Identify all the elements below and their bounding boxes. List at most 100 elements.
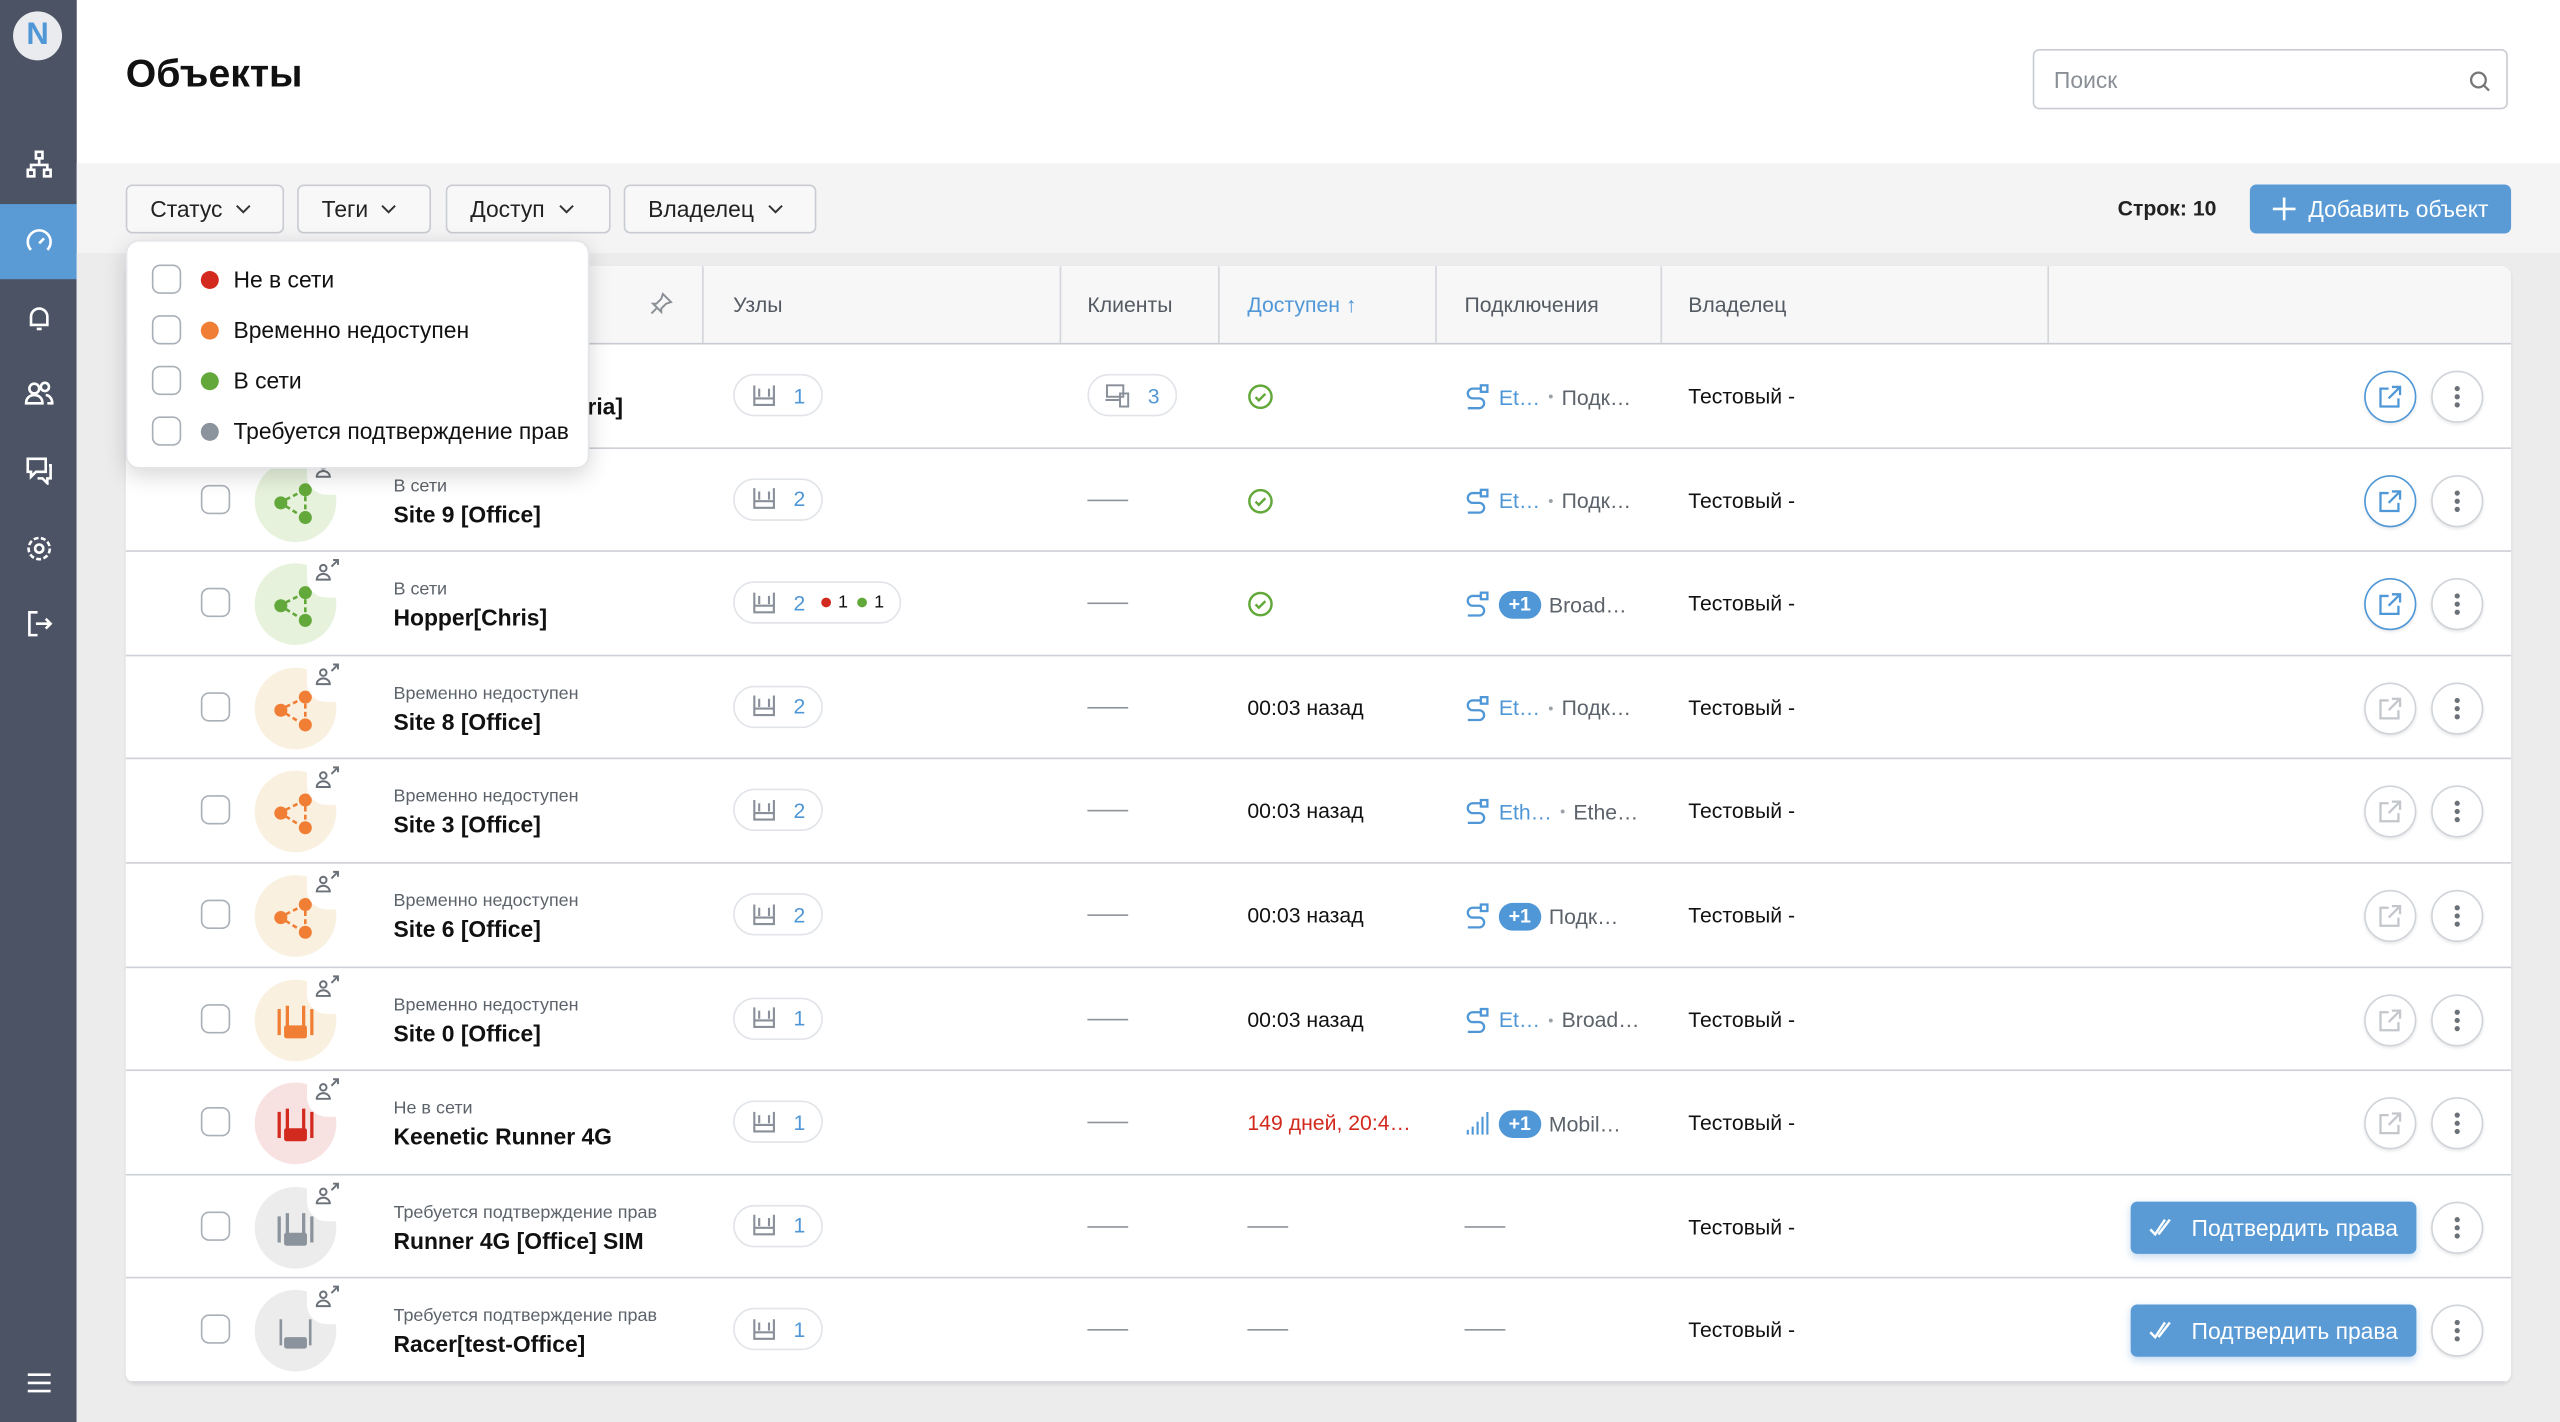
object-name[interactable]: Hopper[Chris] bbox=[393, 604, 548, 631]
connections-cell[interactable]: Eth… • Ethe… bbox=[1465, 796, 1638, 829]
row-checkbox[interactable] bbox=[200, 1211, 231, 1241]
more-actions-button[interactable] bbox=[2431, 889, 2484, 943]
table-row[interactable]: Временно недоступен Site 0 [Office] 1 00:03… bbox=[125, 968, 2512, 1072]
connections-cell[interactable]: Et… • Подк… bbox=[1465, 380, 1631, 413]
status-option[interactable]: Не в сети bbox=[151, 263, 334, 296]
connections-cell[interactable]: Et… • Подк… bbox=[1465, 484, 1631, 517]
status-option[interactable]: Требуется подтверждение прав bbox=[151, 415, 569, 448]
open-object-button[interactable] bbox=[2364, 889, 2417, 943]
table-row[interactable]: Не в сети Keenetic Runner 4G 1 149 дней, 20… bbox=[125, 1071, 2512, 1176]
checkbox[interactable] bbox=[151, 416, 182, 446]
table-row[interactable]: Требуется подтверждение прав Runner 4G [O… bbox=[125, 1175, 2512, 1280]
search-icon[interactable] bbox=[2469, 70, 2492, 93]
more-actions-button[interactable] bbox=[2431, 1097, 2484, 1150]
connections-cell[interactable]: +1 Mobil… bbox=[1465, 1107, 1621, 1140]
row-checkbox[interactable] bbox=[200, 484, 231, 514]
nodes-badge[interactable]: 2 bbox=[733, 789, 824, 832]
object-name[interactable]: Site 3 [Office] bbox=[393, 812, 541, 839]
logo[interactable]: N bbox=[13, 11, 63, 61]
more-actions-button[interactable] bbox=[2431, 578, 2484, 631]
more-actions-button[interactable] bbox=[2431, 785, 2484, 839]
row-checkbox[interactable] bbox=[200, 795, 231, 826]
more-actions-button[interactable] bbox=[2431, 1305, 2484, 1358]
object-name[interactable]: Site 8 [Office] bbox=[393, 708, 541, 735]
more-actions-button[interactable] bbox=[2431, 993, 2484, 1046]
nodes-badge[interactable]: 1 bbox=[733, 996, 824, 1040]
open-object-button[interactable] bbox=[2364, 578, 2417, 631]
connections-cell[interactable]: Et… • Подк… bbox=[1465, 692, 1631, 725]
confirm-rights-button[interactable]: Подтвердить права bbox=[2130, 1305, 2417, 1358]
nodes-badge[interactable]: 1 bbox=[733, 1204, 824, 1248]
row-checkbox[interactable] bbox=[200, 1003, 231, 1033]
sidebar-item-notifications[interactable] bbox=[0, 281, 77, 356]
status-option[interactable]: В сети bbox=[151, 364, 302, 397]
more-actions-button[interactable] bbox=[2431, 1201, 2484, 1254]
open-object-button[interactable] bbox=[2364, 785, 2417, 839]
more-actions-button[interactable] bbox=[2431, 682, 2484, 735]
pin-icon[interactable] bbox=[650, 292, 673, 315]
row-checkbox[interactable] bbox=[200, 899, 231, 930]
open-object-button[interactable] bbox=[2364, 474, 2417, 527]
object-name[interactable]: Runner 4G [Office] SIM bbox=[393, 1227, 644, 1254]
nodes-badge[interactable]: 1 bbox=[733, 1308, 824, 1351]
row-checkbox[interactable] bbox=[200, 691, 231, 722]
sidebar-menu-button[interactable] bbox=[0, 1345, 77, 1420]
empty-dash bbox=[1247, 1225, 1289, 1228]
column-available[interactable]: Доступен ↑ bbox=[1247, 266, 1356, 343]
open-object-button[interactable] bbox=[2364, 993, 2417, 1046]
checkbox[interactable] bbox=[151, 264, 182, 294]
column-connections[interactable]: Подключения bbox=[1464, 292, 1599, 317]
nodes-badge[interactable]: 1 bbox=[733, 1100, 824, 1144]
object-name[interactable]: Site 6 [Office] bbox=[393, 915, 541, 943]
confirm-rights-button[interactable]: Подтвердить права bbox=[2130, 1201, 2417, 1254]
nodes-badge[interactable]: 1 bbox=[733, 373, 824, 417]
more-actions-button[interactable] bbox=[2431, 370, 2484, 423]
object-name[interactable]: Site 9 [Office] bbox=[393, 500, 541, 527]
checkbox[interactable] bbox=[151, 365, 182, 396]
more-actions-button[interactable] bbox=[2431, 474, 2484, 527]
object-name[interactable]: Keenetic Runner 4G bbox=[393, 1123, 612, 1150]
connections-cell[interactable]: +1 Подк… bbox=[1465, 900, 1618, 933]
row-checkbox[interactable] bbox=[200, 1314, 231, 1345]
add-object-button[interactable]: Добавить объект bbox=[2249, 184, 2512, 234]
table-row[interactable]: В сети Hopper[Chris] 2 1 1 +1 Broad… Тестовый - bbox=[125, 552, 2512, 657]
table-row[interactable]: Требуется подтверждение прав Racer[test-O… bbox=[125, 1279, 2512, 1383]
column-owner[interactable]: Владелец bbox=[1688, 292, 1787, 317]
connections-cell[interactable]: Et… • Broad… bbox=[1465, 1003, 1639, 1036]
search-input[interactable] bbox=[2050, 65, 2450, 95]
open-object-button[interactable] bbox=[2364, 682, 2417, 735]
clients-badge[interactable]: 3 bbox=[1087, 373, 1178, 417]
sidebar-item-network[interactable] bbox=[0, 127, 77, 202]
nodes-badge[interactable]: 2 bbox=[733, 893, 824, 936]
user-access-icon bbox=[315, 1078, 339, 1101]
confirm-rights-label: Подтвердить права bbox=[2191, 1214, 2399, 1241]
column-nodes[interactable]: Узлы bbox=[733, 292, 783, 317]
sidebar-item-settings[interactable] bbox=[0, 511, 77, 586]
column-clients[interactable]: Клиенты bbox=[1087, 292, 1173, 317]
object-name[interactable]: Racer[test-Office] bbox=[393, 1331, 586, 1358]
nodes-badge[interactable]: 2 bbox=[733, 477, 824, 521]
connections-cell[interactable]: +1 Broad… bbox=[1465, 588, 1627, 621]
row-checkbox[interactable] bbox=[200, 1107, 231, 1137]
row-checkbox[interactable] bbox=[200, 588, 231, 618]
status-option[interactable]: Временно недоступен bbox=[151, 313, 469, 346]
search-box[interactable] bbox=[2032, 48, 2508, 110]
table-row[interactable]: Временно недоступен Site 8 [Office] 2 00:03… bbox=[125, 656, 2512, 760]
sidebar-item-dashboard[interactable] bbox=[0, 204, 77, 280]
open-object-button[interactable] bbox=[2364, 370, 2417, 423]
sidebar-item-logout[interactable] bbox=[0, 586, 77, 661]
object-name[interactable]: Site 0 [Office] bbox=[393, 1019, 541, 1046]
filter-status[interactable]: Статус bbox=[125, 184, 285, 234]
checkbox[interactable] bbox=[151, 315, 182, 345]
table-row[interactable]: Временно недоступен Site 3 [Office] 2 00:03… bbox=[125, 760, 2512, 864]
sidebar-item-chat[interactable] bbox=[0, 433, 77, 508]
table-row[interactable]: Временно недоступен Site 6 [Office] 2 00:03… bbox=[125, 864, 2512, 968]
sidebar-item-users[interactable] bbox=[0, 356, 77, 431]
filter-owner[interactable]: Владелец bbox=[623, 184, 817, 234]
filter-tags[interactable]: Теги bbox=[297, 184, 432, 234]
open-object-button[interactable] bbox=[2364, 1097, 2417, 1150]
nodes-badge[interactable]: 2 bbox=[733, 685, 824, 728]
filter-access[interactable]: Доступ bbox=[445, 184, 611, 234]
